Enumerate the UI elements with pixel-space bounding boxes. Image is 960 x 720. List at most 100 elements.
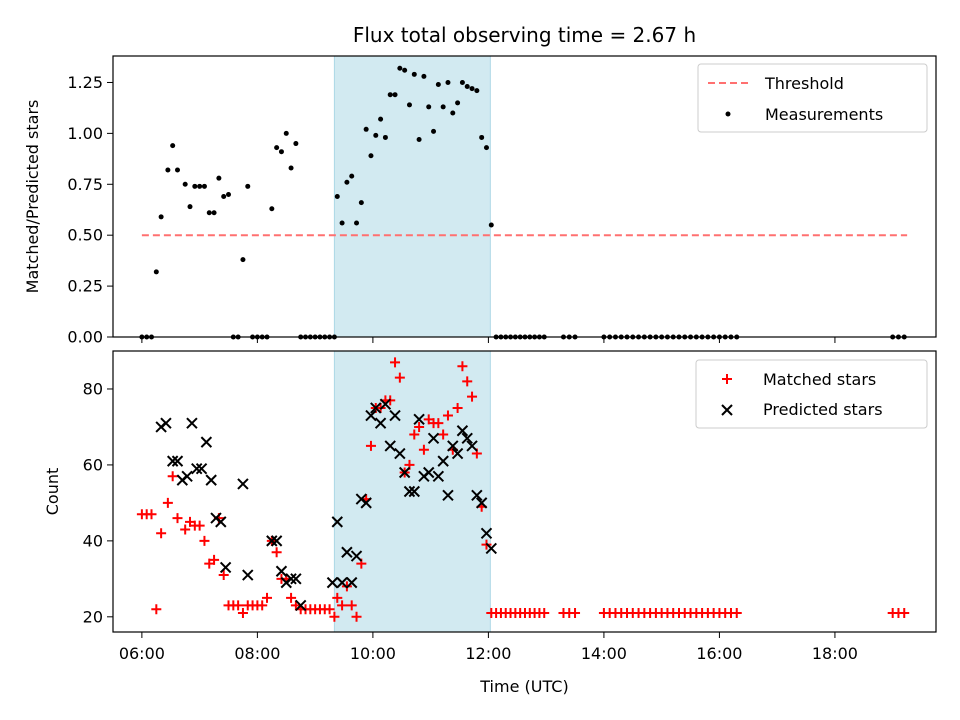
measurement-point <box>245 183 251 189</box>
measurement-point <box>440 104 446 110</box>
predicted-point <box>365 409 377 422</box>
y-tick-label: 60 <box>83 455 103 474</box>
predicted-point <box>336 576 348 589</box>
matched-point <box>237 608 248 619</box>
x-tick-label: 14:00 <box>581 644 627 663</box>
top-panel: 0.00 0.25 0.50 0.75 1.00 1.25 Flux total obse… <box>23 23 937 347</box>
y-tick-label: 1.25 <box>67 73 103 92</box>
measurement-point <box>192 183 198 189</box>
matched-point <box>442 410 453 421</box>
matched-point <box>462 376 473 387</box>
measurement-point <box>165 167 171 173</box>
measurement-point <box>354 220 360 226</box>
measurement-point <box>170 143 176 149</box>
predicted-point <box>360 497 372 509</box>
bottom-legend-frame <box>695 359 928 429</box>
legend-measurements-label: Measurements <box>765 105 883 124</box>
matched-point <box>467 391 478 402</box>
predicted-point <box>290 573 302 585</box>
predicted-point <box>166 455 179 467</box>
measurement-point <box>269 206 275 212</box>
matched-point <box>570 608 581 619</box>
predicted-point <box>195 463 208 475</box>
x-tick-label: 10:00 <box>350 644 396 663</box>
predicted-point <box>191 463 203 475</box>
predicted-point <box>394 447 406 460</box>
x-tick-label: 12:00 <box>465 644 511 663</box>
predicted-point <box>341 546 353 558</box>
matched-point <box>172 513 183 524</box>
legend-predicted-label: Predicted stars <box>763 400 883 419</box>
matched-point <box>409 429 420 440</box>
predicted-point <box>398 466 411 479</box>
measurement-point <box>416 136 422 142</box>
series-matched-stars <box>136 357 910 622</box>
measurement-point <box>158 214 164 220</box>
predicted-point <box>485 542 497 555</box>
shaded-region <box>333 55 491 338</box>
measurement-point <box>349 173 355 179</box>
measurement-point <box>397 65 403 71</box>
predicted-point <box>326 576 339 589</box>
predicted-point <box>285 573 297 585</box>
y-tick-label: 0.50 <box>67 226 103 245</box>
predicted-point <box>370 402 382 414</box>
matched-point <box>257 600 268 611</box>
matched-point <box>539 608 550 619</box>
y-tick-label: 80 <box>83 379 103 398</box>
matched-point <box>899 608 910 619</box>
predicted-point <box>237 478 249 490</box>
matched-point <box>418 444 429 455</box>
matched-point <box>194 520 205 531</box>
predicted-point <box>403 485 416 498</box>
measurement-point <box>187 204 193 210</box>
measurement-point <box>221 194 227 199</box>
predicted-point <box>447 440 459 452</box>
predicted-point <box>389 409 401 422</box>
measurement-point <box>445 79 451 85</box>
predicted-point <box>171 455 184 467</box>
predicted-point <box>456 425 469 437</box>
predicted-point <box>275 565 288 577</box>
measurement-point <box>278 149 284 155</box>
matched-point <box>180 524 191 535</box>
matched-point <box>329 611 340 622</box>
matched-point <box>457 361 468 372</box>
predicted-point <box>205 474 217 486</box>
predicted-point <box>200 436 213 448</box>
measurement-point <box>392 92 398 98</box>
matched-point <box>151 604 162 615</box>
measurement-point <box>402 67 408 73</box>
matched-point <box>394 372 405 383</box>
measurement-point <box>387 92 393 98</box>
predicted-point <box>432 470 445 483</box>
predicted-point <box>181 470 193 483</box>
matched-point <box>390 357 401 368</box>
measurement-point <box>474 88 480 94</box>
bottom-plot-frame <box>112 350 937 633</box>
predicted-point <box>346 576 358 589</box>
top-title: Flux total observing time = 2.67 h <box>353 23 696 47</box>
top-legend-frame <box>697 63 928 133</box>
matched-point <box>346 600 357 611</box>
y-tick-label: 20 <box>83 607 103 626</box>
top-ylabel: Matched/Predicted stars <box>23 100 42 294</box>
matched-point <box>218 570 229 581</box>
predicted-point <box>471 489 483 502</box>
top-legend: Threshold Measurements <box>697 63 928 133</box>
matched-point <box>209 554 220 565</box>
measurement-point <box>459 79 465 85</box>
legend-threshold-label: Threshold <box>764 74 844 93</box>
measurement-point <box>373 132 379 138</box>
y-tick-label: 1.00 <box>67 124 103 143</box>
measurement-point <box>334 194 340 199</box>
predicted-point <box>242 569 254 581</box>
matched-point <box>271 547 282 558</box>
predicted-point <box>219 561 232 574</box>
measurement-point <box>153 269 159 275</box>
measurement-point <box>274 145 280 151</box>
measurement-point <box>435 82 441 88</box>
matched-point <box>167 471 178 482</box>
bottom-xlabel: Time (UTC) <box>479 677 568 696</box>
predicted-point <box>475 497 488 509</box>
